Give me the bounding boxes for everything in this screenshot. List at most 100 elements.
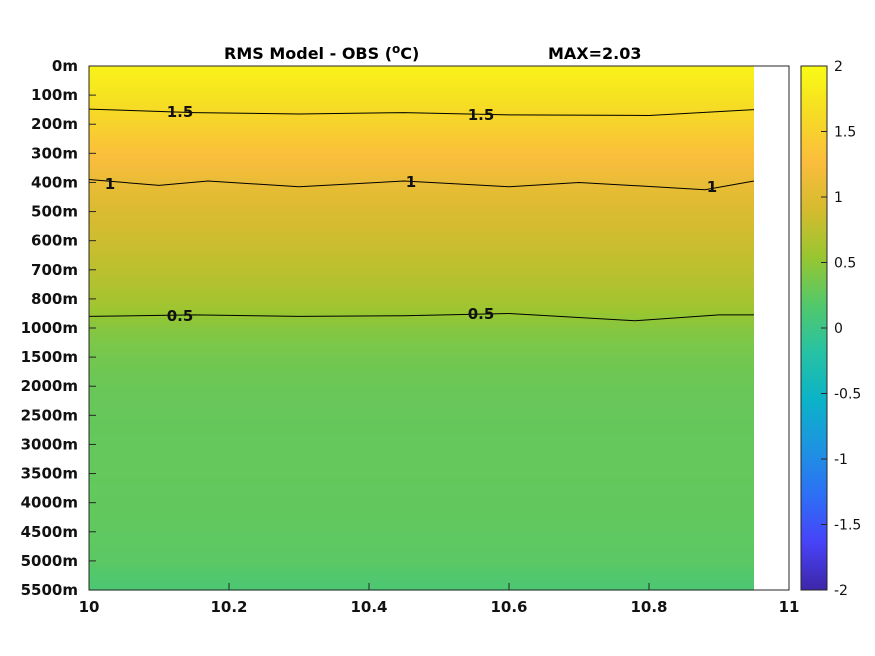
colorbar-tick-label: -0.5 bbox=[834, 387, 861, 403]
x-tick-label: 10 bbox=[79, 598, 100, 616]
chart-title: RMS Model - OBS (oC) bbox=[224, 42, 419, 63]
heatmap-band bbox=[89, 565, 754, 572]
y-tick-marks bbox=[89, 65, 96, 591]
heatmap-band bbox=[89, 129, 754, 135]
contour-lines: 1.5 1.5 1 1 1 0.5 0.5 bbox=[88, 103, 755, 325]
heatmap-band bbox=[89, 570, 754, 577]
colorbar-ticks: 2 1.5 1 0.5 0 -0.5 -1 -1.5 -2 bbox=[821, 59, 861, 599]
heatmap-band bbox=[89, 95, 754, 101]
heatmap-band bbox=[89, 361, 754, 368]
heatmap-band bbox=[89, 148, 754, 154]
heatmap-band bbox=[89, 468, 754, 475]
heatmap-band bbox=[89, 250, 754, 256]
heatmap-band bbox=[89, 357, 754, 363]
heatmap-band bbox=[89, 201, 754, 208]
heatmap-band bbox=[89, 158, 754, 164]
y-tick-label: 3000m bbox=[21, 435, 78, 453]
heatmap-band bbox=[89, 99, 754, 106]
heatmap-band bbox=[89, 226, 754, 232]
heatmap-band bbox=[89, 70, 754, 77]
heatmap-band bbox=[89, 172, 754, 179]
heatmap-band bbox=[89, 313, 754, 319]
heatmap-band bbox=[89, 478, 754, 484]
heatmap-band bbox=[89, 187, 754, 193]
heatmap-band bbox=[89, 429, 754, 436]
heatmap-band bbox=[89, 80, 754, 87]
heatmap-band bbox=[89, 167, 754, 174]
heatmap-band bbox=[89, 507, 754, 513]
heatmap-band bbox=[89, 400, 754, 407]
heatmap-band bbox=[89, 260, 754, 266]
heatmap-band bbox=[89, 269, 754, 276]
heatmap-band bbox=[89, 434, 754, 441]
heatmap-band bbox=[89, 483, 754, 489]
y-tick-label: 1500m bbox=[21, 348, 78, 366]
heatmap-band bbox=[89, 289, 754, 295]
heatmap-band bbox=[89, 274, 754, 281]
heatmap-band bbox=[89, 497, 754, 504]
colorbar-tick-label: 0.5 bbox=[834, 256, 856, 272]
heatmap-band bbox=[89, 381, 754, 387]
heatmap-band bbox=[89, 133, 754, 140]
heatmap-band bbox=[89, 492, 754, 499]
y-tick-label: 600m bbox=[31, 232, 78, 250]
heatmap-band bbox=[89, 240, 754, 247]
contour-label: 0.5 bbox=[468, 305, 495, 323]
heatmap-band bbox=[89, 75, 754, 82]
heatmap-band bbox=[89, 580, 754, 586]
y-tick-label: 500m bbox=[31, 203, 78, 221]
heatmap-cells bbox=[89, 66, 754, 591]
contour-line bbox=[88, 108, 755, 116]
heatmap-band bbox=[89, 124, 754, 130]
heatmap-band bbox=[89, 298, 754, 305]
heatmap-band bbox=[89, 444, 754, 450]
heatmap-band bbox=[89, 502, 754, 509]
heatmap-band bbox=[89, 585, 754, 591]
y-tick-label: 700m bbox=[31, 261, 78, 279]
heatmap-band bbox=[89, 197, 754, 203]
heatmap-band bbox=[89, 235, 754, 242]
heatmap-band bbox=[89, 415, 754, 421]
heatmap-band bbox=[89, 332, 754, 339]
x-tick-label: 10.8 bbox=[630, 598, 667, 616]
y-tick-label: 2500m bbox=[21, 406, 78, 424]
x-tick-label: 10.4 bbox=[350, 598, 387, 616]
x-tick-marks bbox=[88, 583, 790, 590]
heatmap-band bbox=[89, 405, 754, 412]
heatmap-band bbox=[89, 473, 754, 480]
heatmap-band bbox=[89, 104, 754, 111]
heatmap-band bbox=[89, 318, 754, 324]
heatmap-band bbox=[89, 153, 754, 159]
y-tick-label: 1000m bbox=[21, 319, 78, 337]
colorbar-tick-label: 1.5 bbox=[834, 125, 856, 141]
colorbar-tick-label: -1 bbox=[834, 452, 848, 468]
colorbar-tick-label: 1 bbox=[834, 190, 843, 206]
heatmap-band bbox=[89, 488, 754, 494]
heatmap-band bbox=[89, 216, 754, 222]
heatmap-band bbox=[89, 560, 754, 567]
heatmap-band bbox=[89, 138, 754, 145]
chart-title-unit-sup: o bbox=[392, 42, 400, 56]
heatmap-band bbox=[89, 463, 754, 470]
heatmap-band bbox=[89, 376, 754, 382]
heatmap-band bbox=[89, 182, 754, 188]
heatmap-band bbox=[89, 371, 754, 378]
heatmap-band bbox=[89, 541, 754, 547]
max-label: MAX=2.03 bbox=[548, 44, 642, 63]
heatmap-band bbox=[89, 347, 754, 353]
heatmap-band bbox=[89, 255, 754, 261]
heatmap-band bbox=[89, 206, 754, 213]
colorbar-tick-label: 2 bbox=[834, 59, 843, 75]
heatmap-band bbox=[89, 119, 754, 125]
colorbar: 2 1.5 1 0.5 0 -0.5 -1 -1.5 -2 bbox=[800, 59, 861, 599]
heatmap-band bbox=[89, 454, 754, 460]
heatmap-band bbox=[89, 366, 754, 373]
heatmap-band bbox=[89, 163, 754, 169]
y-tick-label: 5500m bbox=[21, 581, 78, 599]
y-tick-label: 2000m bbox=[21, 377, 78, 395]
heatmap-band bbox=[89, 177, 754, 184]
heatmap-band bbox=[89, 337, 754, 344]
heatmap-band bbox=[89, 85, 754, 91]
heatmap-band bbox=[89, 352, 754, 358]
